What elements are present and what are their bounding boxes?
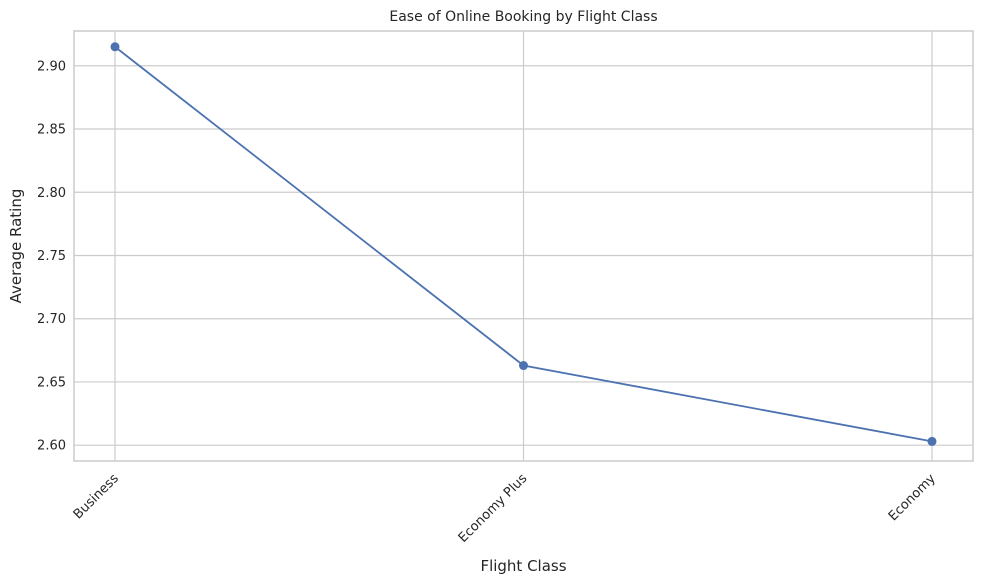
x-tick-label: Business	[71, 471, 122, 522]
series-layer	[110, 42, 937, 446]
plot-frame	[73, 30, 974, 462]
chart-title: Ease of Online Booking by Flight Class	[389, 9, 657, 25]
data-point-economy	[927, 436, 937, 446]
y-tick-label: 2.75	[37, 249, 66, 264]
y-tick-label: 2.65	[37, 375, 66, 390]
y-tick-label: 2.70	[37, 312, 66, 327]
x-axis-label: Flight Class	[480, 557, 566, 575]
x-tick-label: Economy Plus	[456, 471, 531, 546]
data-point-economy-plus	[519, 361, 528, 371]
x-tick-label: Economy	[886, 471, 939, 524]
y-axis-label: Average Rating	[7, 189, 25, 304]
y-tick-labels: 2.60 2.65 2.70 2.75 2.80 2.85 2.90	[37, 59, 66, 453]
grid	[74, 31, 973, 461]
x-tick-labels: Business Economy Plus Economy	[71, 471, 939, 546]
y-tick-label: 2.80	[37, 186, 66, 201]
y-tick-label: 2.60	[37, 439, 66, 454]
y-tick-label: 2.90	[37, 59, 66, 74]
data-point-business	[110, 42, 120, 52]
y-tick-label: 2.85	[37, 123, 66, 138]
